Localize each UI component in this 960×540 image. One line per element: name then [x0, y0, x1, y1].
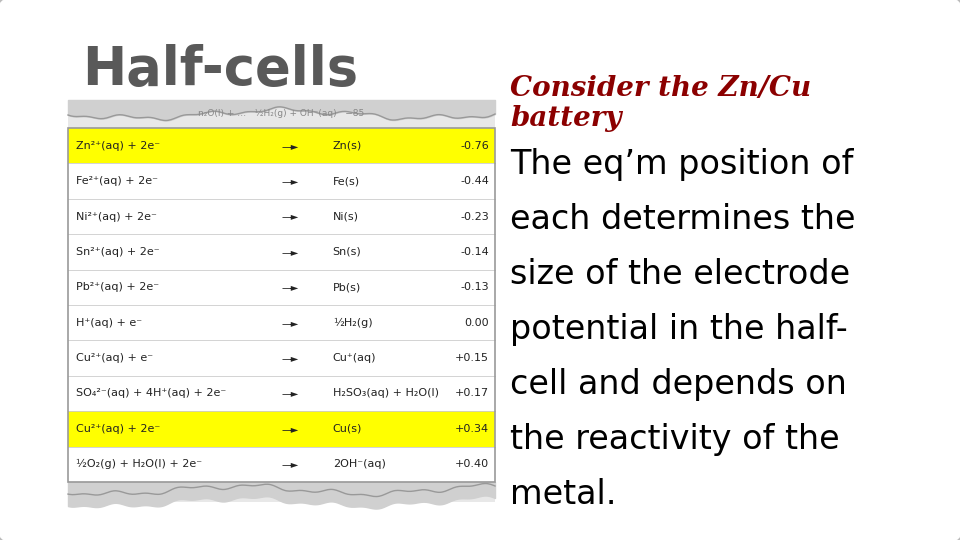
Text: SO₄²⁻(aq) + 4H⁺(aq) + 2e⁻: SO₄²⁻(aq) + 4H⁺(aq) + 2e⁻: [76, 388, 227, 399]
Text: Ni(s): Ni(s): [333, 212, 359, 221]
Text: +0.17: +0.17: [455, 388, 489, 399]
Text: Cu⁺(aq): Cu⁺(aq): [333, 353, 376, 363]
Text: ½H₂(g): ½H₂(g): [333, 318, 372, 328]
Text: H₂SO₃(aq) + H₂O(l): H₂SO₃(aq) + H₂O(l): [333, 388, 439, 399]
Text: the reactivity of the: the reactivity of the: [510, 423, 840, 456]
Text: +0.40: +0.40: [455, 460, 489, 469]
Text: +0.34: +0.34: [455, 424, 489, 434]
Text: battery: battery: [510, 105, 621, 132]
Text: —►: —►: [281, 353, 299, 363]
Text: —►: —►: [281, 388, 299, 399]
Text: —►: —►: [281, 460, 299, 469]
Text: —►: —►: [281, 282, 299, 292]
Text: 2OH⁻(aq): 2OH⁻(aq): [333, 460, 386, 469]
Text: Sn²⁺(aq) + 2e⁻: Sn²⁺(aq) + 2e⁻: [76, 247, 159, 257]
Text: cell and depends on: cell and depends on: [510, 368, 847, 401]
Bar: [68, 305, 495, 340]
Text: Zn²⁺(aq) + 2e⁻: Zn²⁺(aq) + 2e⁻: [76, 141, 160, 151]
Bar: [68, 340, 495, 376]
Bar: [68, 199, 495, 234]
Bar: [68, 100, 495, 502]
Text: -0.13: -0.13: [461, 282, 489, 292]
Text: —►: —►: [281, 176, 299, 186]
Bar: [68, 447, 495, 482]
Text: —►: —►: [281, 212, 299, 221]
Text: Pb²⁺(aq) + 2e⁻: Pb²⁺(aq) + 2e⁻: [76, 282, 159, 292]
Text: H⁺(aq) + e⁻: H⁺(aq) + e⁻: [76, 318, 142, 328]
Text: Consider the Zn/Cu: Consider the Zn/Cu: [510, 75, 811, 102]
Text: Cu²⁺(aq) + e⁻: Cu²⁺(aq) + e⁻: [76, 353, 154, 363]
Text: metal.: metal.: [510, 478, 616, 511]
Text: The eq’m position of: The eq’m position of: [510, 148, 853, 181]
Text: -0.44: -0.44: [460, 176, 489, 186]
Text: 0.00: 0.00: [465, 318, 489, 328]
Text: Pb(s): Pb(s): [333, 282, 361, 292]
Bar: [68, 128, 495, 482]
Bar: [68, 376, 495, 411]
Text: Fe²⁺(aq) + 2e⁻: Fe²⁺(aq) + 2e⁻: [76, 176, 158, 186]
Text: size of the electrode: size of the electrode: [510, 258, 851, 291]
Text: ½O₂(g) + H₂O(l) + 2e⁻: ½O₂(g) + H₂O(l) + 2e⁻: [76, 459, 203, 469]
Text: —►: —►: [281, 141, 299, 151]
Text: Zn(s): Zn(s): [333, 141, 362, 151]
Text: Fe(s): Fe(s): [333, 176, 360, 186]
Text: Cu(s): Cu(s): [333, 424, 362, 434]
Text: +0.15: +0.15: [455, 353, 489, 363]
Bar: [68, 269, 495, 305]
Text: Sn(s): Sn(s): [333, 247, 362, 257]
Text: n₂O(l) + …   ½H₂(g) + OH⁻(aq)   −85: n₂O(l) + … ½H₂(g) + OH⁻(aq) −85: [199, 110, 365, 118]
Text: -0.14: -0.14: [460, 247, 489, 257]
Text: each determines the: each determines the: [510, 203, 855, 236]
Bar: [68, 411, 495, 447]
Text: Cu²⁺(aq) + 2e⁻: Cu²⁺(aq) + 2e⁻: [76, 424, 160, 434]
Text: -0.23: -0.23: [460, 212, 489, 221]
Text: —►: —►: [281, 247, 299, 257]
Text: Half-cells: Half-cells: [82, 44, 358, 96]
Text: potential in the half-: potential in the half-: [510, 313, 848, 346]
Text: —►: —►: [281, 318, 299, 328]
Text: -0.76: -0.76: [460, 141, 489, 151]
Bar: [68, 164, 495, 199]
Text: —►: —►: [281, 424, 299, 434]
Bar: [68, 234, 495, 269]
Bar: [68, 128, 495, 164]
Text: Ni²⁺(aq) + 2e⁻: Ni²⁺(aq) + 2e⁻: [76, 212, 156, 221]
